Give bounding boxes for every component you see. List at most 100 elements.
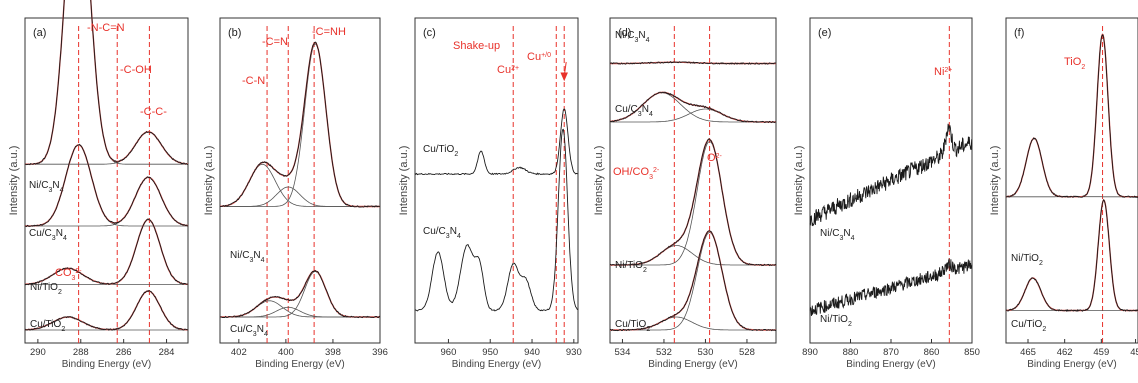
plot-frame: [219, 17, 381, 344]
fit-envelope-curve: [220, 41, 380, 208]
series-label: Cu/C3N4: [615, 104, 653, 118]
x-axis-label: Binding Energy (eV): [255, 359, 345, 370]
x-tick-label: 534: [615, 347, 631, 358]
x-tick-label: 930: [566, 347, 582, 358]
panel-2: 960 950 940 930 Binding Energy (eV) Intensity…: [398, 17, 582, 370]
arrow-head-icon: [560, 72, 568, 82]
raw-spectrum-line: [609, 60, 777, 65]
fit-component-curve: [1006, 137, 1138, 198]
series-label: Cu/C3N4: [29, 228, 67, 242]
x-tick-label: 396: [372, 347, 388, 358]
panel-letter: (e): [818, 27, 831, 39]
x-tick-label: 400: [278, 347, 294, 358]
series-Ni/TiO2: [1005, 33, 1138, 199]
x-axis-label: Binding Energy (eV): [648, 359, 738, 370]
panel-1: 402 400 398 396 Binding Energy (eV) Intensity…: [203, 17, 388, 370]
y-axis-label: Intensity (a.u.): [398, 146, 410, 216]
x-tick-label: 860: [924, 347, 940, 358]
series-Cu/C3N4: [24, 143, 189, 228]
series-label: Cu/TiO2: [1011, 319, 1046, 333]
panel-letter: (c): [423, 27, 436, 39]
x-tick-label: 530: [698, 347, 714, 358]
fit-envelope-curve: [25, 144, 189, 227]
peak-annotation: O2-: [707, 152, 722, 164]
x-tick-label: 459: [1093, 347, 1109, 358]
panel-letter: (f): [1014, 27, 1024, 39]
x-axis-label: Binding Energy (eV): [1027, 359, 1117, 370]
series-Cu/TiO2: [24, 289, 189, 331]
peak-annotation: Shake-up: [453, 40, 500, 52]
raw-spectrum-line: [609, 91, 777, 124]
x-tick-label: 532: [656, 347, 672, 358]
peak-annotation: -C=N: [262, 36, 288, 48]
y-axis-label: Intensity (a.u.): [203, 146, 215, 216]
series-label: Ni/C3N4: [230, 250, 265, 264]
series-Ni/TiO2: [609, 138, 777, 267]
x-tick-label: 286: [116, 347, 132, 358]
series-Ni/C3N4: [25, 0, 189, 166]
series-label: Ni/TiO2: [820, 314, 852, 328]
peak-annotation: Cu2+: [497, 64, 519, 76]
x-tick-label: 45: [1130, 347, 1138, 358]
raw-spectrum-line: [24, 218, 189, 286]
x-tick-label: 880: [843, 347, 859, 358]
x-axis-label: Binding Energy (eV): [452, 359, 542, 370]
raw-spectrum-line: [1005, 199, 1138, 313]
x-tick-label: 284: [159, 347, 175, 358]
series-label: Cu/C3N4: [423, 226, 461, 240]
x-tick-label: 402: [231, 347, 247, 358]
series-Cu/TiO2: [609, 230, 777, 332]
series-Cu/C3N4: [219, 269, 381, 319]
panel-4: 890 880 870 860 850 Binding Energy (eV) Intens…: [793, 17, 980, 370]
panel-letter: (b): [228, 27, 241, 39]
raw-spectrum-line: [414, 108, 579, 176]
fit-component-curve: [25, 144, 188, 227]
fit-component-curve: [220, 43, 380, 207]
raw-spectrum-line: [809, 123, 973, 227]
series-Ni/C3N4: [219, 41, 381, 208]
series-label: Ni/TiO2: [1011, 253, 1043, 267]
raw-spectrum-line: [24, 289, 189, 331]
fit-component-curve: [220, 306, 380, 318]
x-tick-label: 940: [524, 347, 540, 358]
x-tick-label: 528: [739, 347, 755, 358]
x-tick-label: 950: [482, 347, 498, 358]
raw-spectrum-line: [1005, 34, 1138, 199]
series-label: Ni/C3N4: [29, 180, 64, 194]
plot-frame: [24, 17, 189, 344]
peak-annotation: TiO2: [1064, 56, 1085, 71]
peak-annotation: Ni2+: [934, 66, 952, 78]
series-label: Cu/C3N4: [230, 324, 268, 338]
x-tick-label: 960: [441, 347, 457, 358]
raw-spectrum-line: [609, 230, 777, 332]
series-Ni/TiO2: [24, 218, 189, 286]
raw-spectrum-line: [25, 0, 189, 166]
plot-frame: [609, 17, 777, 344]
y-axis-label: Intensity (a.u.): [8, 146, 20, 216]
series-label: Cu/TiO2: [423, 144, 458, 158]
raw-spectrum-line: [809, 258, 973, 316]
raw-spectrum-line: [219, 269, 381, 319]
panel-0: 290 288 286 284 Binding Energy (eV) Intensity…: [8, 0, 189, 370]
series-Ni/C3N4: [809, 123, 973, 227]
raw-spectrum-line: [24, 143, 189, 228]
series-label: Ni/C3N4: [820, 228, 855, 242]
x-axis-label: Binding Energy (eV): [62, 359, 152, 370]
y-axis-label: Intensity (a.u.): [989, 146, 1001, 216]
x-tick-label: 288: [73, 347, 89, 358]
peak-annotation: CO32-: [55, 267, 82, 282]
peak-annotation: Cu+/0: [527, 51, 551, 63]
raw-spectrum-line: [219, 41, 381, 208]
plot-frame: [414, 17, 579, 344]
x-tick-label: 465: [1020, 347, 1036, 358]
plot-frame: [1005, 17, 1138, 344]
series-label: Ni/TiO2: [30, 282, 62, 296]
series-Cu/C3N4: [609, 91, 777, 124]
raw-spectrum-line: [609, 138, 777, 267]
panel-5: 465 462 459 45 Binding Energy (eV) Intensity …: [989, 17, 1138, 370]
series-Cu/TiO2: [1005, 198, 1138, 313]
series-Ni/C3N4: [609, 60, 777, 65]
fit-envelope-curve: [610, 230, 776, 331]
